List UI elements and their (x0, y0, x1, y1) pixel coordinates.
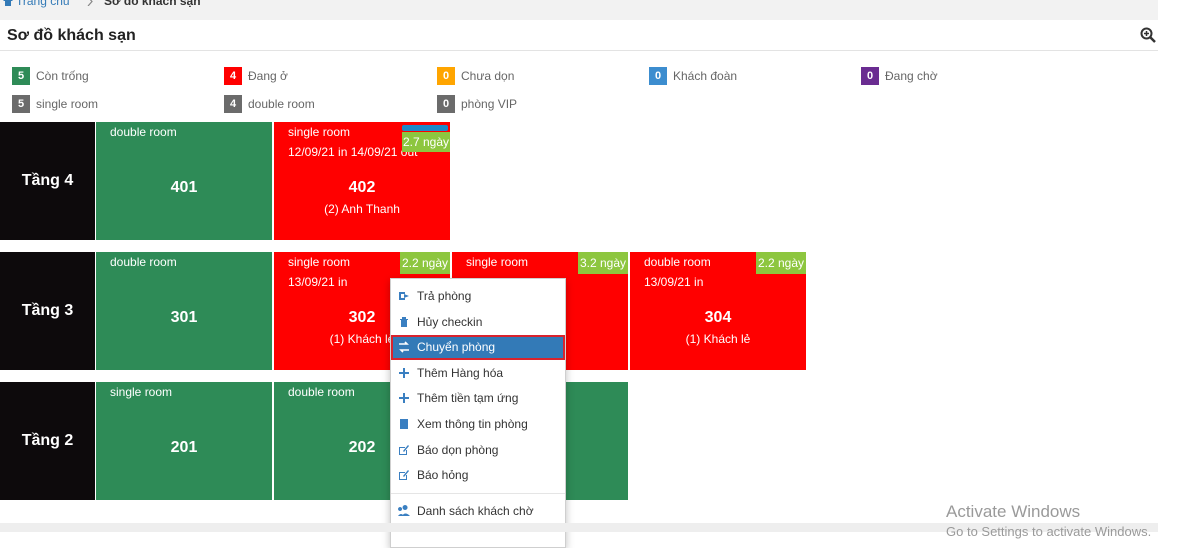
room-type: single room (466, 255, 529, 269)
legend-count: 0 (437, 67, 455, 85)
menu-icon (399, 292, 409, 300)
room-type: double room (110, 125, 177, 139)
room-number: 402 (348, 179, 376, 196)
screen: { "breadcrumb": ["Trang chủ", "Sơ đồ khá… (0, 0, 1158, 548)
room-tile[interactable]: double room 13/09/21 in 304 (1) Khách lẻ 2.2… (630, 252, 806, 370)
page: html, body { margin: 0; padding: 0; } bo… (0, 0, 1158, 548)
menu-icon (399, 367, 409, 378)
zoom-button[interactable] (1140, 27, 1156, 43)
room-type: double room (288, 385, 355, 399)
room-dates: 13/09/21 in (644, 275, 704, 289)
legend-label: Còn trống (36, 69, 89, 83)
room-guest: (1) Khách lẻ (685, 332, 751, 346)
room-number: 301 (170, 309, 198, 326)
room-tile[interactable]: double room 401 (96, 122, 272, 240)
room-tile[interactable]: single room 12/09/21 in 14/09/21 out 402 (2… (274, 122, 450, 240)
menu-icon-shape (399, 367, 409, 378)
menu-icon-shape (399, 341, 409, 353)
room-dates: 13/09/21 in (288, 275, 348, 289)
home-icon (3, 0, 13, 6)
menu-icon (400, 419, 408, 429)
room-type: double room (110, 255, 177, 269)
menu-icon-shape (399, 393, 409, 404)
menu-icon (399, 341, 409, 353)
legend-label: double room (248, 97, 315, 111)
floor-label: Tầng 2 (0, 382, 95, 500)
breadcrumb-link[interactable]: Trang chủ (16, 0, 70, 8)
menu-icon-shape (400, 316, 408, 327)
room-number: 202 (348, 439, 376, 456)
menu-item[interactable]: Thêm tiền tạm ứng (391, 386, 565, 411)
menu-icon-shape (398, 504, 410, 516)
legend-label: Khách đoàn (673, 69, 738, 83)
menu-item[interactable]: Báo dọn phòng (391, 438, 565, 463)
stay-duration: 2.2 ngày (400, 252, 450, 274)
menu-item[interactable]: Trả phòng (391, 284, 565, 309)
menu-icon (400, 316, 408, 327)
room-tile[interactable]: double room 301 (96, 252, 272, 370)
menu-separator (391, 492, 565, 494)
menu-item[interactable]: Xem thông tin phòng (391, 412, 565, 437)
menu-item[interactable]: Thêm Hàng hóa (391, 361, 565, 386)
stay-duration: 2.2 ngày (756, 252, 806, 274)
menu-item[interactable]: Báo hỏng (391, 463, 565, 488)
legend-count: 0 (649, 67, 667, 85)
legend-label: phòng VIP (461, 97, 518, 111)
room-number: 304 (704, 309, 732, 326)
menu-icon-shape (399, 444, 409, 455)
room-guest: (2) Anh Thanh (324, 202, 400, 216)
legend-count: 0 (861, 67, 879, 85)
menu-icon-shape (399, 470, 409, 481)
menu-item[interactable]: Chuyển phòng (391, 335, 565, 361)
menu-item[interactable]: Danh sách khách chờ (391, 499, 565, 524)
legend-label: Đang ở (248, 69, 288, 83)
room-tile[interactable]: single room 201 (96, 382, 272, 500)
menu-item[interactable]: Hủy checkin (391, 310, 565, 335)
room-dates: 12/09/21 in 14/09/21 out (288, 145, 418, 159)
panel-title: Sơ đồ khách sạn (7, 27, 136, 44)
room-type: double room (644, 255, 711, 269)
breadcrumb-current: Sơ đồ khách sạn (104, 0, 201, 8)
room-type: single room (288, 125, 351, 139)
stay-duration: 2.7 ngày (402, 132, 450, 152)
legend-count: 5 (12, 95, 30, 113)
floor-label: Tầng 3 (0, 252, 95, 370)
room-number: 201 (170, 439, 198, 456)
menu-icon (399, 393, 409, 404)
menu-icon (399, 444, 409, 455)
room-guest: (1) Khách lẻ (329, 332, 395, 346)
menu-icon-shape (399, 292, 409, 300)
menu-icon-shape (400, 419, 408, 429)
context-menu: Trả phòng Hủy checkin Chuyển phòng Thêm Hàn… (390, 278, 566, 548)
menu-icon (398, 504, 410, 516)
legend-count: 0 (437, 95, 455, 113)
legend-label: single room (36, 97, 99, 111)
room-type: single room (110, 385, 173, 399)
floor-label: Tầng 4 (0, 122, 95, 240)
room-number: 302 (348, 309, 376, 326)
legend-count: 5 (12, 67, 30, 85)
breadcrumb-bar (0, 0, 1158, 20)
watermark-title: Activate Windows (946, 502, 1081, 521)
stay-duration: 3.2 ngày (578, 252, 628, 274)
menu-icon (399, 470, 409, 481)
room-type: single room (288, 255, 351, 269)
panel-header (0, 22, 1158, 51)
legend-label: Chưa dọn (461, 69, 515, 83)
legend-label: Đang chờ (885, 69, 938, 83)
legend-count: 4 (224, 95, 242, 113)
room-number: 401 (170, 179, 198, 196)
legend-count: 4 (224, 67, 242, 85)
footer-strip (0, 523, 1158, 532)
stay-progress (402, 125, 448, 131)
breadcrumb-separator (87, 0, 93, 6)
